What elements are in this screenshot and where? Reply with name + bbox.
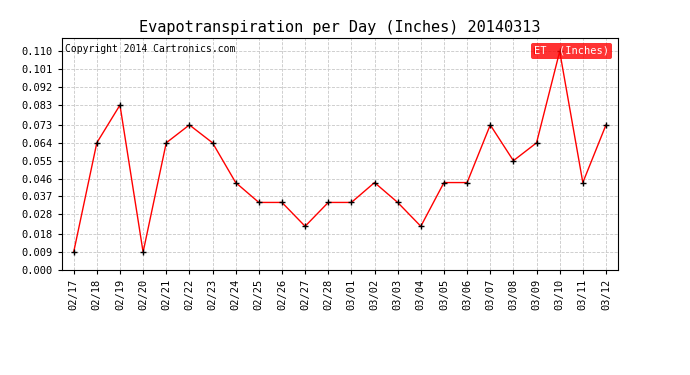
Title: Evapotranspiration per Day (Inches) 20140313: Evapotranspiration per Day (Inches) 2014… [139,20,540,35]
Legend: ET  (Inches): ET (Inches) [531,43,612,59]
Text: Copyright 2014 Cartronics.com: Copyright 2014 Cartronics.com [65,45,235,54]
